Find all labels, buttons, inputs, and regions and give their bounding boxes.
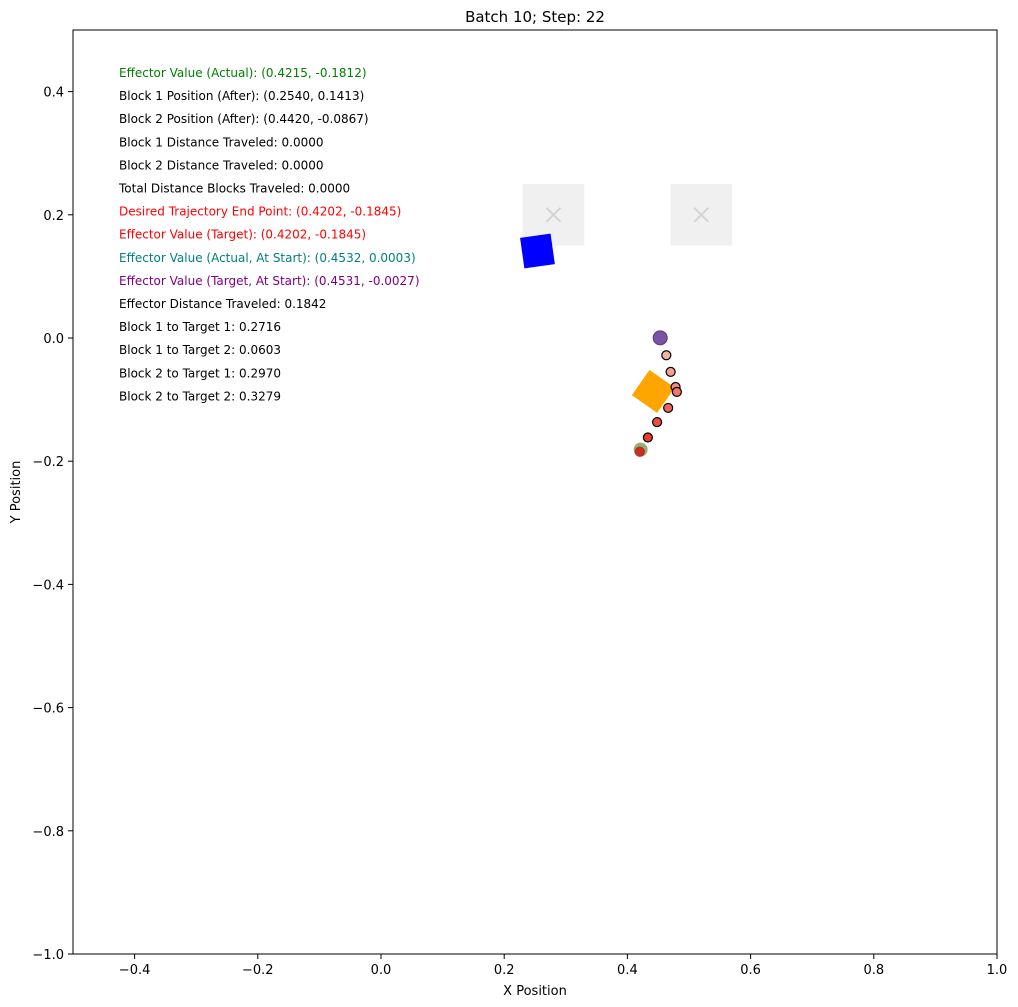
x-tick-label: −0.2 [242,963,274,978]
targets-layer [522,184,733,246]
effector-target-point [634,446,645,457]
trajectory-point [663,402,674,414]
annotation-line: Desired Trajectory End Point: (0.4202, -… [119,205,401,219]
trajectory-layer [633,330,682,457]
x-tick-label: 1.0 [987,963,1008,978]
annotation-line: Block 1 to Target 1: 0.2716 [119,320,281,334]
annotation-line: Block 1 Position (After): (0.2540, 0.141… [119,89,364,103]
block-2 [631,369,675,413]
trajectory-point [671,386,682,397]
x-tick-label: 0.4 [617,963,638,978]
annotation-line: Block 1 Distance Traveled: 0.0000 [119,135,324,149]
annotation-line: Block 1 to Target 2: 0.0603 [119,343,281,357]
blocks-layer [520,233,675,413]
annotation-line: Block 2 Distance Traveled: 0.0000 [119,158,324,172]
annotation-line: Effector Value (Actual): (0.4215, -0.181… [119,66,367,80]
y-tick-label: 0.2 [43,209,64,224]
annotation-line: Block 2 to Target 2: 0.3279 [119,389,281,403]
trajectory-point [642,432,653,443]
annotation-line: Effector Value (Target, At Start): (0.45… [119,274,420,288]
y-tick-label: 0.4 [43,86,64,101]
x-tick-label: 0.2 [494,963,515,978]
effector-start-point [652,330,668,346]
trajectory-point [651,416,663,428]
annotation-line: Block 2 Position (After): (0.4420, -0.08… [119,112,369,126]
x-axis-label: X Position [503,984,567,999]
plot-frame [72,29,998,955]
chart-title: Batch 10; Step: 22 [465,8,605,26]
y-axis: 0.4 0.2 0.0 −0.2 −0.4 −0.6 −0.8 −1.0 [32,86,73,963]
annotation-line: Effector Distance Traveled: 0.1842 [119,297,326,311]
y-tick-label: −0.8 [32,825,64,840]
x-tick-label: 0.8 [863,963,884,978]
x-tick-label: 0.6 [740,963,761,978]
trajectory-point [661,350,672,361]
annotations-layer: Effector Value (Actual): (0.4215, -0.181… [118,66,420,403]
y-axis-label: Y Position [9,461,24,525]
annotation-line: Block 2 to Target 1: 0.2970 [119,366,281,380]
y-tick-label: 0.0 [43,332,64,347]
y-tick-label: −0.4 [32,578,64,593]
x-tick-label: 0.0 [371,963,392,978]
y-tick-label: −0.6 [32,702,64,717]
x-axis: −0.4 −0.2 0.0 0.2 0.4 0.6 0.8 1.0 [119,954,1008,978]
annotation-line: Effector Value (Actual, At Start): (0.45… [119,251,416,265]
annotation-line: Total Distance Blocks Traveled: 0.0000 [118,182,350,196]
trajectory-point [665,366,676,377]
block-1 [520,233,555,269]
target-marker-1 [545,207,562,223]
y-tick-label: −0.2 [32,455,64,470]
target-marker-2 [693,207,710,223]
y-tick-label: −1.0 [32,948,64,963]
x-tick-label: −0.4 [119,963,151,978]
annotation-line: Effector Value (Target): (0.4202, -0.184… [119,228,366,242]
